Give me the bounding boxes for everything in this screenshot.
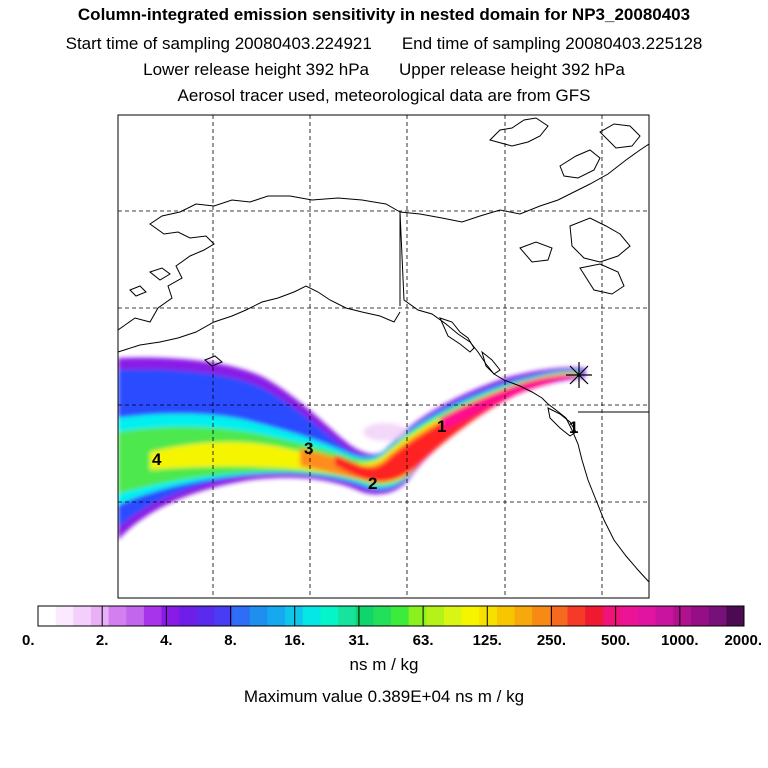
lower-release-text: Lower release height 392 hPa [143,60,369,79]
colorbar-cell [338,606,357,626]
colorbar-cell [267,606,286,626]
colorbar-cell [391,606,410,626]
colorbar-cell [620,606,639,626]
colorbar-tick-label: 8. [224,632,237,649]
colorbar-cell [655,606,674,626]
colorbar-cell [638,606,657,626]
colorbar-tick-label: 125. [473,632,502,649]
colorbar-cell [249,606,268,626]
colorbar-cell [302,606,321,626]
colorbar-units: ns m / kg [349,655,419,674]
colorbar-cell [161,606,180,626]
colorbar-cell [602,606,621,626]
colorbar-cell [673,606,692,626]
plume-band-magenta [440,374,576,430]
colorbar-tick-label: 2. [96,632,109,649]
end-time-text: End time of sampling 20080403.225128 [401,34,703,53]
colorbar-cell [214,606,233,626]
colorbar-cell [549,606,568,626]
colorbar-cell [179,606,198,626]
colorbar-cell [443,606,463,626]
coastlines [118,117,649,583]
colorbar-tick-labels: 0. 2. 4. 8. 16. 31. 63. 125. 250. 500. 1000. 2000. [22,632,762,649]
colorbar-ticks [37,606,745,626]
colorbar-cell [320,606,339,626]
colorbar-cell [232,606,251,626]
map-label-2: 2 [368,474,377,493]
colorbar-tick-label: 63. [413,632,434,649]
release-height-line: Lower release height 392 hPa Upper releas… [0,60,768,80]
asterisk-icon [566,362,592,388]
colorbar-tick-label: 31. [348,632,369,649]
colorbar-cell [55,606,74,626]
colorbar: 0. 2. 4. 8. 16. 31. 63. 125. 250. 500. 1000. 2000. [22,605,762,649]
map-label-1: 1 [437,417,446,436]
colorbar-cell [514,606,533,626]
tracer-info-text: Aerosol tracer used, meteorological data… [177,86,591,105]
plume [118,357,585,540]
max-value-text: Maximum value 0.389E+04 ns m / kg [243,687,525,706]
colorbar-tick-label: 250. [537,632,566,649]
upper-release-text: Upper release height 392 hPa [399,60,625,79]
plume-fringe [363,423,407,441]
sampling-time-line: Start time of sampling 20080403.224921 En… [0,34,768,54]
map-label-4: 4 [152,450,162,469]
colorbar-cell [726,606,745,626]
start-time-text: Start time of sampling 20080403.224921 [65,34,372,53]
colorbar-cell [585,606,604,626]
plume-band-red [335,374,576,482]
colorbar-cell [479,606,498,626]
colorbar-tick-label: 1000. [661,632,699,649]
colorbar-cell [461,606,480,626]
colorbar-cell [355,606,374,626]
colorbar-cell [73,606,92,626]
map-frame [117,114,650,599]
plume-band-yellow [150,372,578,484]
colorbar-cell [126,606,145,626]
colorbar-tick-label: 4. [160,632,173,649]
colorbar-cell [38,606,57,626]
colorbar-tick-label: 16. [284,632,305,649]
colorbar-cell [496,606,516,626]
map-label-3: 3 [304,439,313,458]
colorbar-tick-label: 2000. [724,632,762,649]
colorbar-cell [196,606,215,626]
map-label-1b: 1 [569,418,578,437]
colorbar-cells [38,606,745,626]
colorbar-cell [532,606,551,626]
colorbar-cell [108,606,127,626]
colorbar-cell [285,606,304,626]
colorbar-cell [708,606,727,626]
graticule [118,115,649,598]
colorbar-cell [426,606,445,626]
colorbar-tick-label: 0. [22,632,35,649]
colorbar-cell [143,606,163,626]
plot-title: Column-integrated emission sensitivity i… [77,5,691,24]
colorbar-cell [408,606,427,626]
colorbar-cell [373,606,392,626]
colorbar-tick-label: 500. [601,632,630,649]
colorbar-cell [90,606,110,626]
colorbar-cell [567,606,586,626]
colorbar-cell [691,606,710,626]
